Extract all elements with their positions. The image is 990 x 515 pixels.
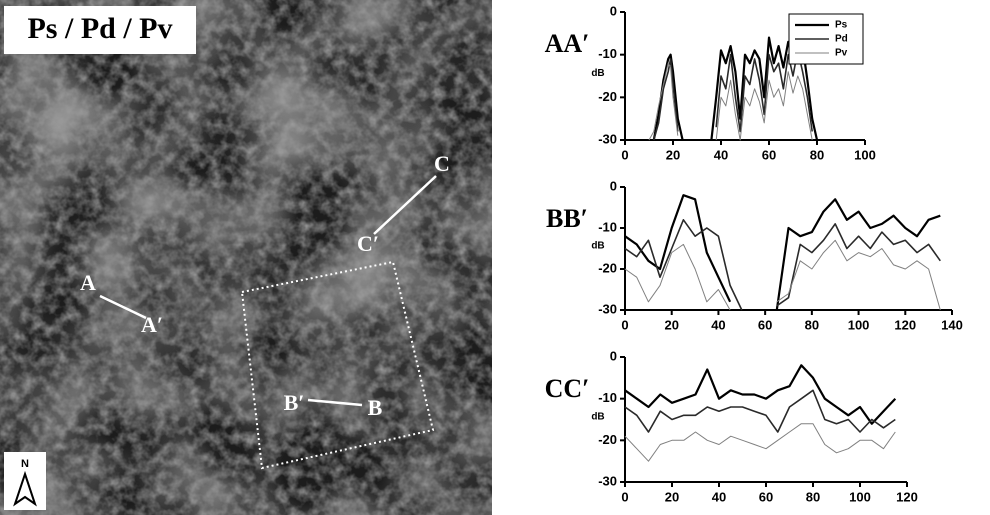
- x-tick-label: 20: [664, 317, 678, 332]
- x-tick-label: 40: [712, 489, 726, 504]
- y-tick-label: -20: [598, 432, 617, 447]
- x-tick-label: 0: [621, 147, 628, 162]
- x-tick-label: 20: [665, 489, 679, 504]
- legend-label: Ps: [835, 20, 848, 31]
- legend-label: Pv: [835, 48, 848, 59]
- x-tick-label: 60: [762, 147, 776, 162]
- x-tick-label: 40: [714, 147, 728, 162]
- y-axis-label: dB: [591, 68, 604, 79]
- series-line: [648, 62, 813, 141]
- series-line: [624, 239, 941, 311]
- x-tick-label: 0: [621, 489, 628, 504]
- series-line: [624, 219, 941, 311]
- y-tick-label: 0: [610, 3, 617, 18]
- axis-frame: [624, 357, 907, 483]
- x-tick-label: 120: [896, 489, 918, 504]
- axis-frame: [624, 12, 865, 141]
- y-tick-label: -20: [598, 260, 617, 275]
- y-tick-label: -10: [598, 46, 617, 61]
- chart: AA′dB -30 -20 -10 0 0 20 40 60 80 100 Ps Pd Pv: [545, 3, 876, 162]
- x-tick-label: 140: [941, 317, 963, 332]
- y-tick-label: -30: [598, 131, 617, 146]
- y-tick-label: -10: [598, 390, 617, 405]
- chart-title: AA′: [545, 29, 590, 58]
- point-label: A: [80, 270, 96, 295]
- x-tick-label: 100: [848, 317, 870, 332]
- north-label: N: [21, 458, 29, 470]
- x-tick-label: 100: [849, 489, 871, 504]
- chart-title: BB′: [546, 204, 588, 233]
- x-tick-label: 80: [805, 317, 819, 332]
- series-line: [624, 194, 941, 311]
- image-title: Ps / Pd / Pv: [27, 12, 172, 45]
- y-tick-label: -20: [598, 89, 617, 104]
- point-label: A′: [141, 312, 163, 337]
- x-tick-label: 80: [810, 147, 824, 162]
- series-line: [624, 423, 896, 462]
- x-tick-label: 120: [894, 317, 916, 332]
- series-line: [624, 364, 897, 425]
- y-tick-label: -10: [598, 219, 617, 234]
- point-label: C: [434, 151, 450, 176]
- x-tick-label: 80: [806, 489, 820, 504]
- y-axis-label: dB: [591, 241, 604, 252]
- y-axis-label: dB: [591, 412, 604, 423]
- x-tick-label: 20: [666, 147, 680, 162]
- chart-title: CC′: [545, 374, 590, 403]
- axis-frame: [624, 187, 952, 311]
- x-tick-label: 100: [854, 147, 876, 162]
- y-tick-label: -30: [598, 473, 617, 488]
- y-tick-label: 0: [610, 178, 617, 193]
- sar-image: Ps / Pd / Pv A A′ B B′ C C′ N: [0, 0, 492, 515]
- point-label: C′: [357, 231, 379, 256]
- x-tick-label: 60: [759, 489, 773, 504]
- series-line: [624, 389, 896, 433]
- x-tick-label: 0: [621, 317, 628, 332]
- y-tick-label: 0: [610, 348, 617, 363]
- x-tick-label: 40: [711, 317, 725, 332]
- point-label: B′: [284, 390, 305, 415]
- chart: BB′dB -30 -20 -10 0 0 20 40 60 80 100 120 140: [546, 178, 963, 332]
- chart: CC′dB -30 -20 -10 0 0 20 40 60 80 100 120: [545, 348, 918, 504]
- point-label: B: [368, 395, 383, 420]
- y-tick-label: -30: [598, 301, 617, 316]
- x-tick-label: 60: [758, 317, 772, 332]
- legend-label: Pd: [835, 34, 848, 45]
